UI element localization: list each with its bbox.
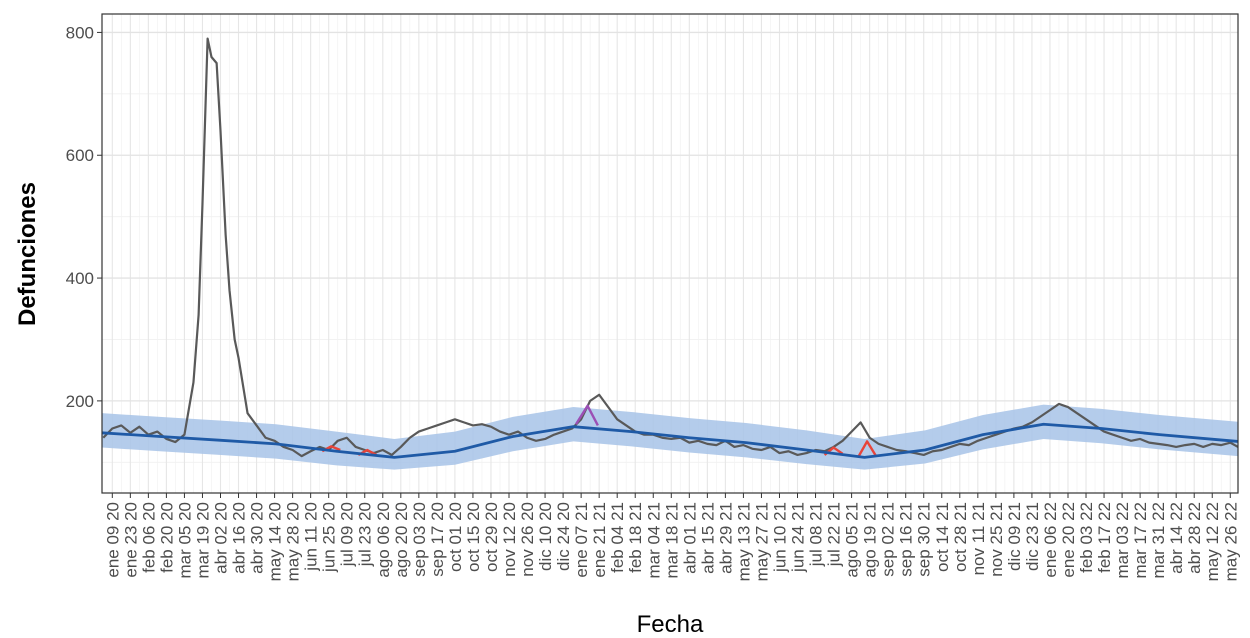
x-tick-label: nov 26 20 bbox=[518, 502, 537, 577]
x-tick-label: ene 09 20 bbox=[103, 502, 122, 578]
excess-red-segment bbox=[857, 440, 878, 458]
x-tick-label: ago 05 21 bbox=[843, 502, 862, 578]
x-tick-label: jul 23 20 bbox=[356, 502, 375, 567]
x-tick-label: feb 03 22 bbox=[1077, 502, 1096, 573]
x-tick-label: dic 24 20 bbox=[554, 502, 573, 571]
x-tick-label: feb 04 21 bbox=[608, 502, 627, 573]
x-tick-label: ene 23 20 bbox=[121, 502, 140, 578]
x-tick-label: mar 04 21 bbox=[644, 502, 663, 579]
x-tick-label: feb 17 22 bbox=[1095, 502, 1114, 573]
x-tick-label: may 27 21 bbox=[752, 502, 771, 581]
x-tick-label: oct 29 20 bbox=[482, 502, 501, 572]
x-tick-label: jun 25 20 bbox=[320, 502, 339, 573]
y-tick-label: 800 bbox=[66, 23, 94, 42]
series-lines bbox=[101, 37, 1239, 459]
x-tick-label: jun 24 21 bbox=[789, 502, 808, 573]
x-tick-label: nov 12 20 bbox=[500, 502, 519, 577]
plot-frame bbox=[101, 13, 1239, 494]
x-tick-label: ene 21 21 bbox=[590, 502, 609, 578]
x-tick-label: mar 19 20 bbox=[193, 502, 212, 579]
x-tick-label: feb 18 21 bbox=[626, 502, 645, 573]
expected-line bbox=[101, 422, 1239, 459]
x-tick-label: mar 18 21 bbox=[662, 502, 681, 579]
x-tick-label: jun 11 20 bbox=[302, 502, 321, 572]
x-tick-label: abr 14 22 bbox=[1167, 502, 1186, 574]
x-tick-label: abr 02 20 bbox=[211, 502, 230, 574]
x-tick-label: ene 20 22 bbox=[1059, 502, 1078, 578]
x-tick-label: feb 06 20 bbox=[139, 502, 158, 573]
x-tick-label: oct 28 21 bbox=[951, 502, 970, 572]
x-axis: ene 09 20 ene 23 20 feb 06 20 feb 20 20 mar … bbox=[103, 493, 1240, 581]
x-tick-label: may 12 22 bbox=[1203, 502, 1222, 581]
x-tick-label: mar 17 22 bbox=[1131, 502, 1150, 579]
x-tick-label: oct 01 20 bbox=[446, 502, 465, 572]
y-tick-label: 200 bbox=[66, 392, 94, 411]
x-tick-label: may 28 20 bbox=[284, 502, 303, 581]
x-tick-label: sep 03 20 bbox=[410, 502, 429, 577]
x-tick-label: nov 25 21 bbox=[987, 502, 1006, 577]
x-tick-label: jul 09 20 bbox=[338, 502, 357, 567]
x-tick-label: ago 19 21 bbox=[861, 502, 880, 578]
x-tick-label: sep 02 21 bbox=[879, 502, 898, 577]
x-tick-label: feb 20 20 bbox=[157, 502, 176, 573]
y-axis: 200 400 600 800 bbox=[66, 23, 102, 411]
x-tick-label: jun 10 21 bbox=[770, 502, 789, 573]
x-tick-label: may 13 21 bbox=[734, 502, 753, 581]
x-tick-label: ene 06 22 bbox=[1041, 502, 1060, 578]
x-tick-label: ago 20 20 bbox=[392, 502, 411, 578]
x-tick-label: jul 22 21 bbox=[825, 502, 844, 567]
x-tick-label: dic 23 21 bbox=[1023, 502, 1042, 571]
x-tick-label: abr 15 21 bbox=[698, 502, 717, 574]
y-tick-label: 400 bbox=[66, 269, 94, 288]
expected-band-area bbox=[102, 404, 1238, 470]
x-tick-label: oct 15 20 bbox=[464, 502, 483, 572]
x-tick-label: mar 31 22 bbox=[1149, 502, 1168, 579]
x-tick-label: mar 05 20 bbox=[175, 502, 194, 579]
x-tick-label: sep 17 20 bbox=[428, 502, 447, 577]
x-tick-label: nov 11 21 bbox=[969, 502, 988, 575]
x-tick-label: dic 10 20 bbox=[536, 502, 555, 571]
x-tick-label: abr 29 21 bbox=[716, 502, 735, 574]
x-tick-label: may 26 22 bbox=[1221, 502, 1240, 581]
x-tick-label: may 14 20 bbox=[266, 502, 285, 581]
expected-band bbox=[102, 404, 1238, 470]
x-tick-label: mar 03 22 bbox=[1113, 502, 1132, 579]
y-tick-label: 600 bbox=[66, 146, 94, 165]
x-tick-label: sep 30 21 bbox=[915, 502, 934, 577]
x-tick-label: abr 01 21 bbox=[680, 502, 699, 574]
x-tick-label: abr 30 20 bbox=[248, 502, 267, 574]
x-tick-label: ene 07 21 bbox=[572, 502, 591, 578]
x-tick-label: abr 28 22 bbox=[1185, 502, 1204, 574]
x-axis-title: Fecha bbox=[637, 611, 704, 638]
x-tick-label: ago 06 20 bbox=[374, 502, 393, 578]
x-tick-label: abr 16 20 bbox=[230, 502, 249, 574]
x-tick-label: jul 08 21 bbox=[807, 502, 826, 567]
x-tick-label: dic 09 21 bbox=[1005, 502, 1024, 571]
x-tick-label: sep 16 21 bbox=[897, 502, 916, 577]
excess-purple-segment bbox=[574, 404, 599, 427]
y-axis-title: Defunciones bbox=[14, 182, 41, 326]
x-tick-label: oct 14 21 bbox=[933, 502, 952, 572]
